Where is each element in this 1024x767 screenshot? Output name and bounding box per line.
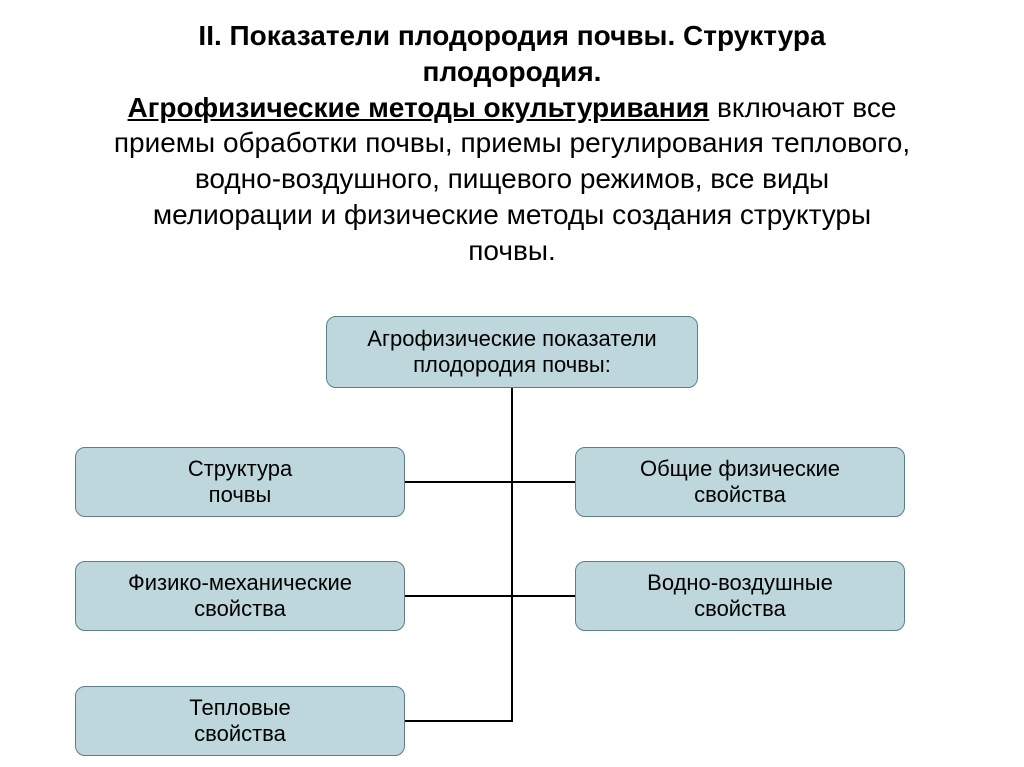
title-line-1: II. Показатели плодородия почвы. Структу… [198, 20, 825, 51]
node-child-4: Тепловыесвойства [75, 686, 405, 756]
org-chart: Агрофизические показателиплодородия почв… [0, 316, 1024, 746]
intro-paragraph: Агрофизические методы окультуривания вкл… [0, 90, 1024, 269]
intro-rest-1: включают все [709, 92, 896, 123]
node-root: Агрофизические показателиплодородия почв… [326, 316, 698, 388]
node-child-1: Общие физическиесвойства [575, 447, 905, 517]
node-child-3: Водно-воздушныесвойства [575, 561, 905, 631]
connector-h [405, 720, 512, 722]
intro-line-4: мелиорации и физические методы создания … [153, 199, 871, 230]
node-child-0: Структурапочвы [75, 447, 405, 517]
heading-block: II. Показатели плодородия почвы. Структу… [0, 0, 1024, 269]
intro-line-2: приемы обработки почвы, приемы регулиров… [114, 127, 910, 158]
connector-h [405, 595, 512, 597]
connector-v [511, 388, 513, 722]
title-line-2: плодородия. [423, 56, 602, 87]
intro-underlined: Агрофизические методы окультуривания [128, 92, 710, 123]
intro-line-3: водно-воздушного, пищевого режимов, все … [195, 163, 829, 194]
connector-h [512, 481, 575, 483]
node-child-2: Физико-механическиесвойства [75, 561, 405, 631]
connector-h [512, 595, 575, 597]
intro-line-5: почвы. [468, 235, 556, 266]
connector-h [405, 481, 512, 483]
page-title: II. Показатели плодородия почвы. Структу… [0, 18, 1024, 90]
